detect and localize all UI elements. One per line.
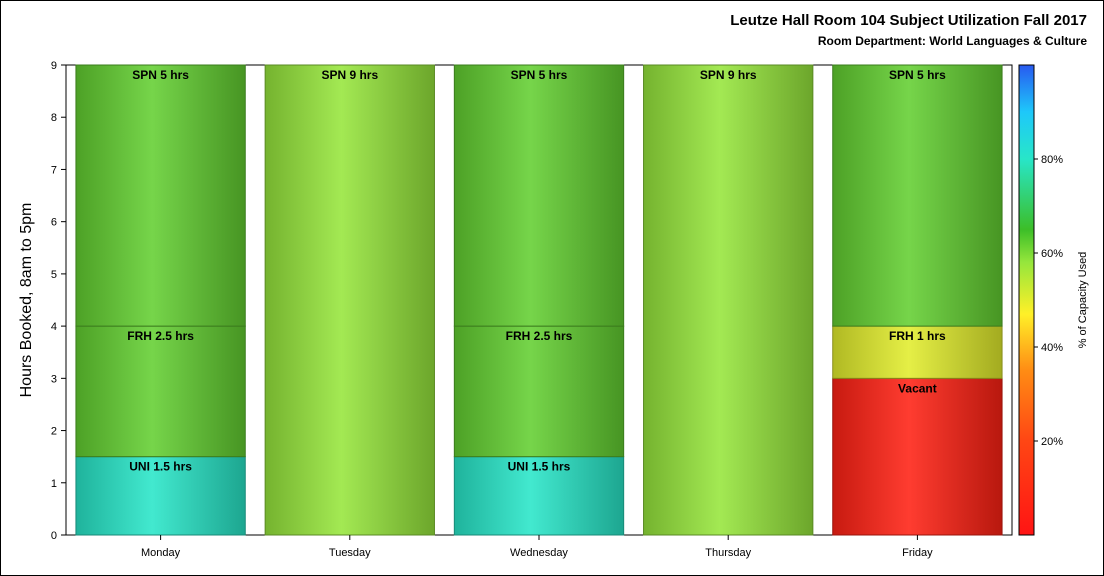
bar-segment-label: SPN 9 hrs bbox=[700, 68, 757, 82]
x-axis: Monday Tuesday Wednesday Thursday Friday bbox=[141, 535, 933, 559]
chart-title: Leutze Hall Room 104 Subject Utilization… bbox=[730, 12, 1087, 29]
bar-segment bbox=[453, 456, 625, 536]
bar-segment-label: Vacant bbox=[898, 381, 937, 395]
bar-segment bbox=[264, 64, 435, 536]
y-tick-label: 7 bbox=[51, 164, 57, 176]
bar-segment-label: UNI 1.5 hrs bbox=[508, 460, 571, 474]
y-tick-label: 2 bbox=[51, 426, 57, 438]
bar-segment bbox=[453, 64, 625, 327]
bar-segment-label: SPN 5 hrs bbox=[511, 68, 568, 82]
bar-segment-label: FRH 1 hrs bbox=[889, 329, 946, 343]
y-tick-label: 4 bbox=[51, 321, 57, 333]
colorbar-tick-label: 60% bbox=[1041, 248, 1063, 260]
colorbar-legend: 20% 40% 60% 80% bbox=[1018, 64, 1063, 536]
bar-segment bbox=[832, 377, 1003, 536]
y-tick-label: 0 bbox=[51, 530, 57, 542]
bar-segment-label: SPN 5 hrs bbox=[132, 68, 189, 82]
y-axis: 0 1 2 3 4 5 6 7 8 9 bbox=[51, 60, 66, 542]
bar-segment bbox=[643, 64, 814, 536]
x-tick-label: Wednesday bbox=[510, 547, 568, 559]
bar-group: UNI 1.5 hrs FRH 2.5 hrs SPN 5 hrs SPN 9 hrs… bbox=[75, 64, 1003, 536]
bar-segment-label: SPN 5 hrs bbox=[889, 68, 946, 82]
bar-segment-label: FRH 2.5 hrs bbox=[127, 329, 194, 343]
bar-segment bbox=[453, 325, 625, 458]
bar-segment bbox=[75, 64, 246, 327]
colorbar-gradient bbox=[1018, 64, 1035, 536]
colorbar-tick-label: 80% bbox=[1041, 154, 1063, 166]
y-tick-label: 8 bbox=[51, 112, 57, 124]
bar-segment bbox=[75, 325, 246, 458]
y-tick-label: 6 bbox=[51, 217, 57, 229]
y-tick-label: 3 bbox=[51, 373, 57, 385]
bar-segment bbox=[75, 456, 246, 536]
y-tick-label: 5 bbox=[51, 269, 57, 281]
y-tick-label: 1 bbox=[51, 478, 57, 490]
colorbar-tick-label: 20% bbox=[1041, 436, 1063, 448]
x-tick-label: Monday bbox=[141, 547, 181, 559]
x-tick-label: Friday bbox=[902, 547, 933, 559]
colorbar-tick-label: 40% bbox=[1041, 342, 1063, 354]
x-tick-label: Thursday bbox=[705, 547, 751, 559]
y-tick-label: 9 bbox=[51, 60, 57, 72]
chart-subtitle: Room Department: World Languages & Cultu… bbox=[817, 34, 1087, 48]
bar-segment bbox=[832, 64, 1003, 327]
bar-segment-label: FRH 2.5 hrs bbox=[506, 329, 573, 343]
bar-segment-label: UNI 1.5 hrs bbox=[129, 460, 192, 474]
y-axis-title: Hours Booked, 8am to 5pm bbox=[18, 203, 35, 398]
bar-segment-label: SPN 9 hrs bbox=[321, 68, 378, 82]
colorbar-title: % of Capacity Used bbox=[1077, 252, 1089, 349]
x-tick-label: Tuesday bbox=[329, 547, 371, 559]
